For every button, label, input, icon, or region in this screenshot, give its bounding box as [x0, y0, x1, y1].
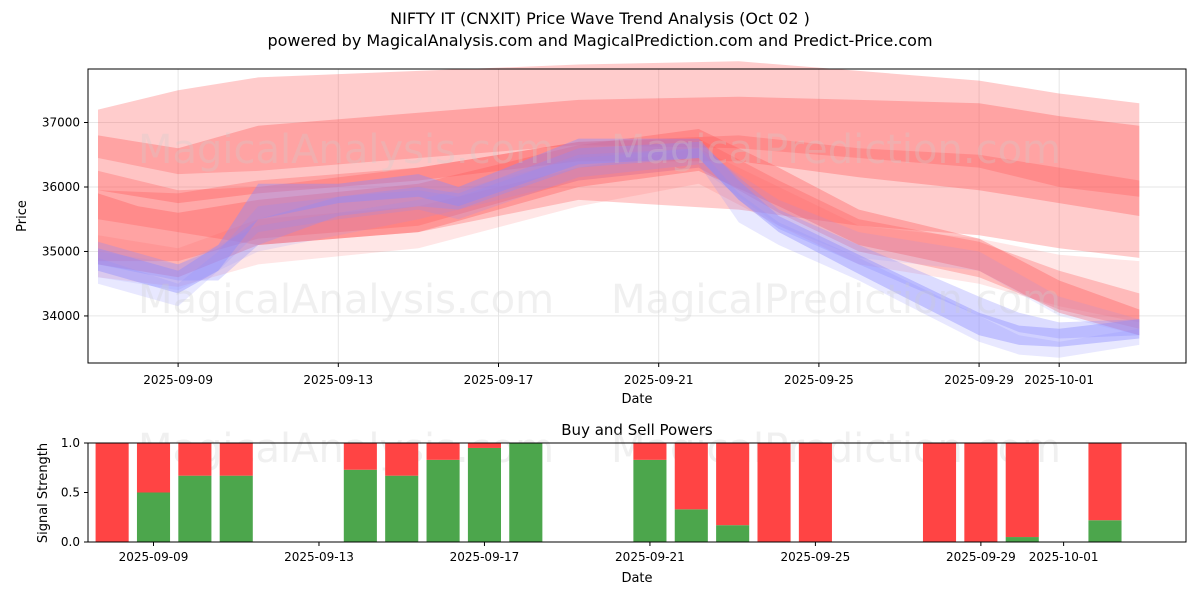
x-tick-label: 2025-10-01 [1029, 550, 1099, 564]
sell-bar [467, 443, 501, 448]
sell-bar [633, 443, 667, 460]
wave-band-red-0 [98, 61, 1140, 197]
price-x-axis: 2025-09-09 2025-09-13 2025-09-17 2025-09-21… [143, 363, 1094, 387]
y-tick-label: 36000 [42, 180, 80, 194]
price-wave-chart: MagicalAnalysis.com MagicalPrediction.co… [15, 61, 1187, 407]
buy-sell-x-label: Date [621, 571, 652, 586]
x-tick-label: 2025-09-13 [303, 373, 373, 387]
buy-bar [426, 459, 460, 542]
price-y-axis: 34000 35000 36000 37000 [42, 116, 88, 323]
sell-bar [95, 443, 129, 542]
price-y-label: Price [15, 200, 30, 232]
sell-bar [1005, 443, 1039, 538]
buy-sell-y-axis: 0.0 0.5 1.0 [61, 436, 88, 549]
buy-bar [219, 475, 253, 542]
wave-band-red-1 [98, 96, 1140, 216]
buy-sell-x-axis: 2025-09-09 2025-09-13 2025-09-17 2025-09-21… [119, 542, 1099, 564]
buy-sell-chart: Buy and Sell Powers MagicalAnalysis.com … [36, 421, 1187, 586]
x-tick-label: 2025-09-09 [119, 550, 189, 564]
wave-band-red-4 [98, 138, 1140, 329]
buy-bar [674, 509, 708, 542]
y-tick-label: 37000 [42, 116, 80, 130]
x-tick-label: 2025-09-13 [284, 550, 354, 564]
x-tick-label: 2025-09-09 [143, 373, 213, 387]
sell-bar [716, 443, 750, 526]
buy-bar [633, 459, 667, 542]
x-tick-label: 2025-09-29 [946, 550, 1016, 564]
buy-bar [385, 475, 419, 542]
y-tick-label: 34000 [42, 309, 80, 323]
sell-bar [674, 443, 708, 510]
price-x-label: Date [621, 392, 652, 407]
sell-bar [136, 443, 171, 493]
buy-bar [343, 469, 377, 542]
x-tick-label: 2025-10-01 [1024, 373, 1094, 387]
sell-bar [426, 443, 460, 460]
price-wave-bands [98, 61, 1140, 358]
y-tick-label: 0.0 [61, 535, 80, 549]
buy-bar [178, 475, 212, 542]
x-tick-label: 2025-09-17 [450, 550, 520, 564]
buy-bar [136, 492, 171, 542]
buy-bar [1088, 520, 1122, 542]
buy-bar [716, 525, 750, 542]
y-tick-label: 1.0 [61, 436, 80, 450]
x-tick-label: 2025-09-25 [781, 550, 851, 564]
sell-bar [798, 443, 832, 542]
watermark-left: MagicalAnalysis.com [138, 127, 554, 173]
sell-bar [964, 443, 998, 542]
wave-band-red-2 [98, 135, 1140, 258]
sell-bar [757, 443, 791, 542]
wave-band-blue-6 [98, 138, 1140, 347]
y-tick-label: 35000 [42, 244, 80, 258]
y-tick-label: 0.5 [61, 486, 80, 500]
wave-band-blue-7 [98, 141, 1140, 339]
buy-sell-title: Buy and Sell Powers [561, 421, 713, 439]
x-tick-label: 2025-09-21 [624, 373, 694, 387]
sell-bar [219, 443, 253, 476]
sell-bar [343, 443, 377, 470]
wave-band-red-5 [98, 148, 1140, 323]
buy-bar [467, 447, 501, 542]
chart-subtitle: powered by MagicalAnalysis.com and Magic… [267, 31, 933, 50]
buy-bar [1005, 537, 1039, 542]
wave-band-red-3 [98, 129, 1140, 336]
price-plot-frame [87, 68, 1187, 364]
buy-bar [509, 443, 543, 542]
x-tick-label: 2025-09-17 [464, 373, 534, 387]
sell-bar [922, 443, 957, 542]
watermark-right: MagicalPrediction.com [611, 277, 1061, 323]
wave-band-blue-8 [98, 148, 1140, 358]
chart-title: NIFTY IT (CNXIT) Price Wave Trend Analys… [390, 9, 810, 28]
buy-sell-y-label: Signal Strength [36, 443, 51, 543]
watermark-right: MagicalPrediction.com [611, 127, 1061, 173]
watermark-left: MagicalAnalysis.com [138, 277, 554, 323]
sell-bar [1088, 443, 1122, 521]
x-tick-label: 2025-09-29 [944, 373, 1014, 387]
sell-bar [178, 443, 212, 476]
wave-band-blue-9 [98, 148, 1140, 336]
price-grid [88, 69, 1186, 363]
buy-sell-bars [95, 443, 1122, 542]
x-tick-label: 2025-09-25 [784, 373, 854, 387]
price-watermarks: MagicalAnalysis.com MagicalPrediction.co… [138, 127, 1061, 323]
x-tick-label: 2025-09-21 [615, 550, 685, 564]
sell-bar [385, 443, 419, 476]
